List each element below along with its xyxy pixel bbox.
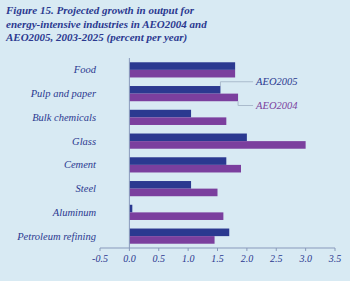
- x-axis: -0.5 0.0 0.5 1.0 1.5 2.0 2.5 3.0 3.5: [92, 248, 341, 264]
- bar: [129, 212, 223, 220]
- leader-line: [238, 101, 253, 105]
- tick-label: 1.0: [182, 253, 195, 264]
- bar: [129, 117, 226, 125]
- bar: [129, 189, 217, 197]
- category-label: Bulk chemicals: [32, 112, 96, 123]
- bar: [129, 165, 241, 173]
- tick-label: 0.5: [153, 253, 166, 264]
- bar: [129, 70, 235, 78]
- category-label: Steel: [76, 183, 96, 194]
- tick-label: 3.0: [298, 253, 312, 264]
- tick-label: 0.0: [123, 253, 136, 264]
- bar: [129, 86, 220, 94]
- x-axis-line: [100, 248, 335, 249]
- category-label: Pulp and paper: [30, 88, 97, 99]
- category-label: Aluminum: [52, 207, 97, 218]
- y-axis: Food Pulp and paper Bulk chemicals Glass Cem…: [16, 64, 97, 241]
- category-label: Cement: [64, 159, 97, 170]
- tick-label: 3.5: [328, 253, 342, 264]
- bar: [129, 110, 191, 118]
- category-label: Glass: [72, 136, 96, 147]
- bar: [129, 134, 247, 142]
- leader-line: [220, 82, 253, 86]
- category-label: Petroleum refining: [16, 231, 96, 242]
- bar: [129, 229, 229, 237]
- bar: [129, 94, 238, 102]
- series-label: AEO2005: [255, 76, 297, 87]
- bar: [129, 157, 226, 165]
- bar: [129, 236, 214, 244]
- zero-line: [129, 58, 130, 248]
- title: Figure 15. Projected growth in output fo…: [5, 4, 207, 44]
- bar: [129, 181, 191, 189]
- tick-label: -0.5: [92, 253, 108, 264]
- tick-label: 2.0: [241, 253, 254, 264]
- bars: [129, 62, 305, 243]
- background: [0, 0, 350, 281]
- bar: [129, 62, 235, 70]
- tick-label: 2.5: [270, 253, 283, 264]
- chart: Figure 15. Projected growth in output fo…: [0, 0, 350, 281]
- bar: [129, 141, 305, 149]
- tick-label: 1.5: [211, 253, 224, 264]
- series-label: AEO2004: [255, 100, 298, 111]
- annotations: AEO2005 AEO2004: [220, 76, 298, 111]
- category-label: Food: [73, 64, 97, 75]
